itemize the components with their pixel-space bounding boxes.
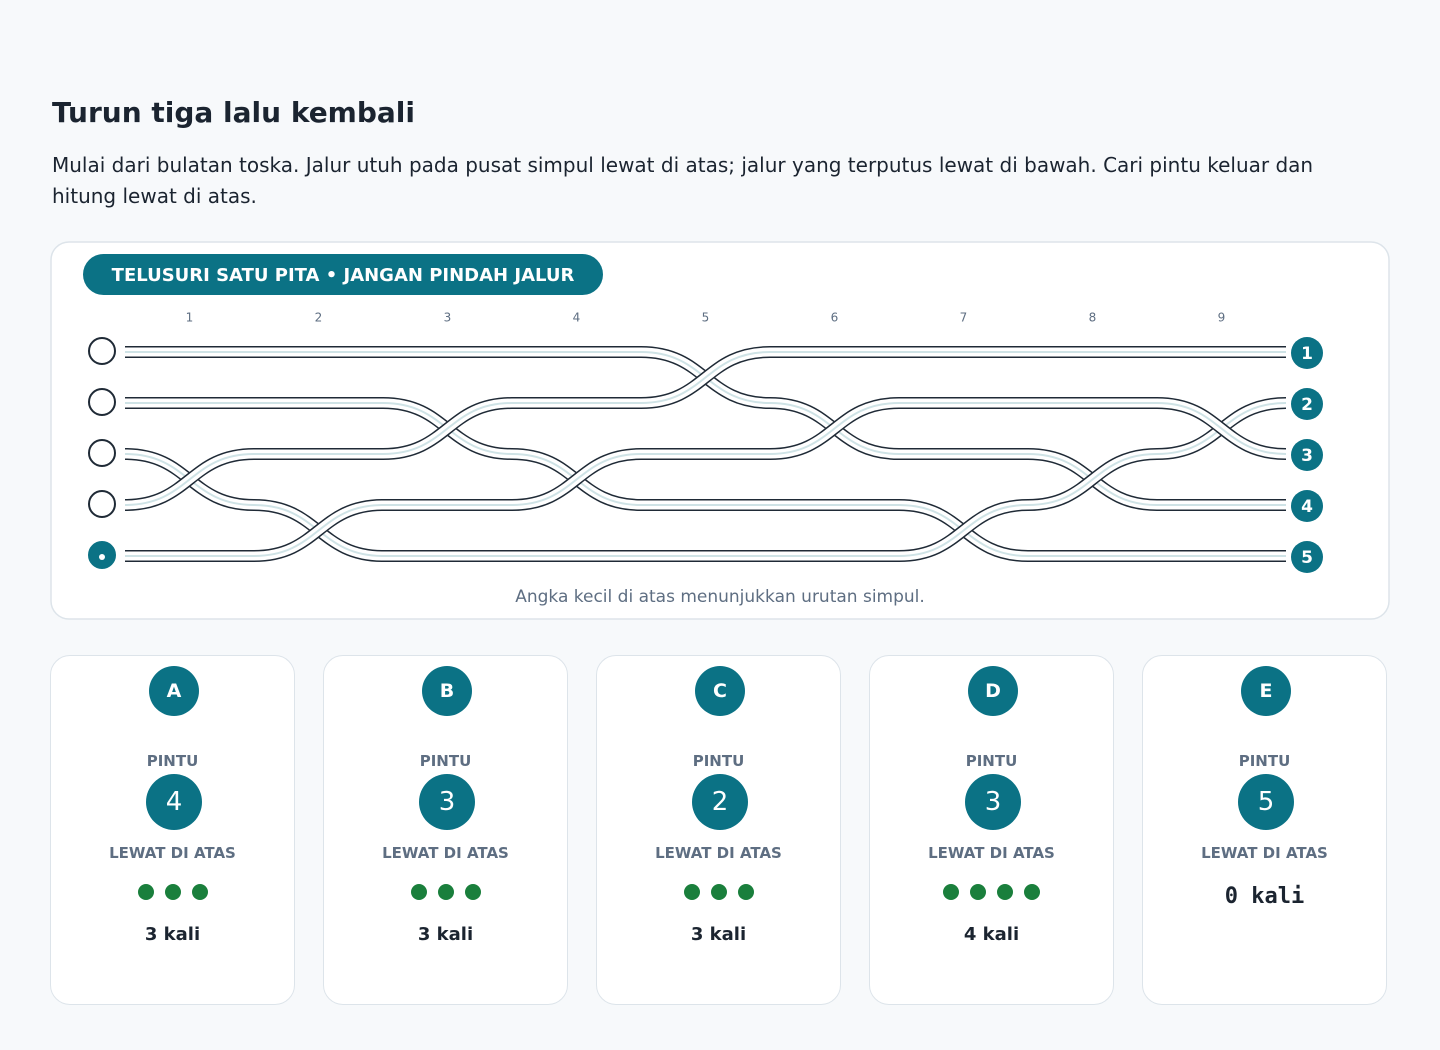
door-label: PINTU xyxy=(419,752,472,770)
over-dot xyxy=(464,884,481,900)
door-label: PINTU xyxy=(692,752,745,770)
strands xyxy=(124,346,1287,562)
strand-core xyxy=(124,351,1286,506)
strand-core xyxy=(125,402,1287,557)
over-dot xyxy=(164,884,181,900)
crossing-number: 2 xyxy=(315,311,323,325)
start-circle xyxy=(88,388,116,416)
start-circle xyxy=(88,337,116,365)
over-dot xyxy=(410,884,427,900)
exit-circle xyxy=(1291,388,1323,420)
over-dots xyxy=(870,884,1113,904)
over-dots xyxy=(324,884,567,904)
title: Turun tiga lalu kembali xyxy=(52,96,415,129)
exit-number: 4 xyxy=(1301,497,1313,517)
door-label: PINTU xyxy=(146,752,199,770)
exit-circle xyxy=(1291,439,1323,471)
option-letter: E xyxy=(1241,666,1291,716)
option-letter: B xyxy=(422,666,472,716)
over-dots xyxy=(597,884,840,904)
crossing-number: 9 xyxy=(1218,311,1226,325)
over-dot xyxy=(943,884,959,900)
exit-number: 1 xyxy=(1301,344,1313,364)
door-number: 4 xyxy=(146,774,202,830)
over-dots xyxy=(51,884,294,904)
start-circle xyxy=(88,490,116,518)
over-count: 0 kali xyxy=(1224,884,1305,909)
door-label: PINTU xyxy=(1238,752,1291,770)
crossing-number: 3 xyxy=(444,311,452,325)
option-card[interactable]: C PINTU 2 LEWAT DI ATAS 3 kali xyxy=(596,655,841,1005)
start-marker xyxy=(99,554,105,560)
strand-core xyxy=(125,402,1286,557)
over-count: 3 kali xyxy=(690,924,747,945)
over-dot xyxy=(191,884,208,900)
caption: Angka kecil di atas menunjukkan urutan s… xyxy=(515,587,925,607)
door-number: 2 xyxy=(692,774,748,830)
crossing-number: 6 xyxy=(831,311,839,325)
start-circle xyxy=(88,439,116,467)
exit-circle xyxy=(1291,337,1323,369)
over-dot xyxy=(737,884,754,900)
exit-number: 2 xyxy=(1301,395,1313,415)
option-letter: D xyxy=(968,666,1018,716)
door-label: PINTU xyxy=(965,752,1018,770)
exit-number: 3 xyxy=(1301,446,1313,466)
crossing-number: 1 xyxy=(186,311,194,325)
crossing-number: 4 xyxy=(573,311,581,325)
crossing-number: 7 xyxy=(960,311,968,325)
exit-circle xyxy=(1291,541,1323,573)
door-number: 5 xyxy=(1238,774,1294,830)
over-dot xyxy=(997,884,1013,900)
door-number: 3 xyxy=(419,774,475,830)
over-count: 3 kali xyxy=(417,924,474,945)
option-letter: C xyxy=(695,666,745,716)
option-card[interactable]: E PINTU 5 LEWAT DI ATAS 0 kali xyxy=(1142,655,1387,1005)
option-card[interactable]: B PINTU 3 LEWAT DI ATAS 3 kali xyxy=(323,655,568,1005)
badge-text: TELUSURI SATU PITA • JANGAN PINDAH JALUR xyxy=(112,265,575,286)
crossing-number: 5 xyxy=(702,311,710,325)
option-card[interactable]: D PINTU 3 LEWAT DI ATAS 4 kali xyxy=(869,655,1114,1005)
option-card[interactable]: A PINTU 4 LEWAT DI ATAS 3 kali xyxy=(50,655,295,1005)
badge xyxy=(83,254,603,295)
over-label: LEWAT DI ATAS xyxy=(655,844,782,862)
exit-number: 5 xyxy=(1301,548,1313,568)
over-label: LEWAT DI ATAS xyxy=(1201,844,1328,862)
over-dot xyxy=(137,884,154,900)
over-dot xyxy=(1024,884,1040,900)
instructions: Mulai dari bulatan toska. Jalur utuh pad… xyxy=(52,153,1314,208)
over-label: LEWAT DI ATAS xyxy=(382,844,509,862)
exit-circle xyxy=(1291,490,1323,522)
board-frame xyxy=(50,241,1390,620)
over-count: 3 kali xyxy=(144,924,201,945)
over-dot xyxy=(970,884,986,900)
over-dot xyxy=(437,884,454,900)
crossing-number: 8 xyxy=(1089,311,1097,325)
strand-core xyxy=(124,402,1287,557)
over-count: 4 kali xyxy=(963,924,1020,945)
over-label: LEWAT DI ATAS xyxy=(109,844,236,862)
over-label: LEWAT DI ATAS xyxy=(928,844,1055,862)
door-number: 3 xyxy=(965,774,1021,830)
board: TELUSURI SATU PITA • JANGAN PINDAH JALUR… xyxy=(50,241,1390,620)
option-letter: A xyxy=(149,666,199,716)
over-dot xyxy=(710,884,727,900)
over-dot xyxy=(683,884,700,900)
